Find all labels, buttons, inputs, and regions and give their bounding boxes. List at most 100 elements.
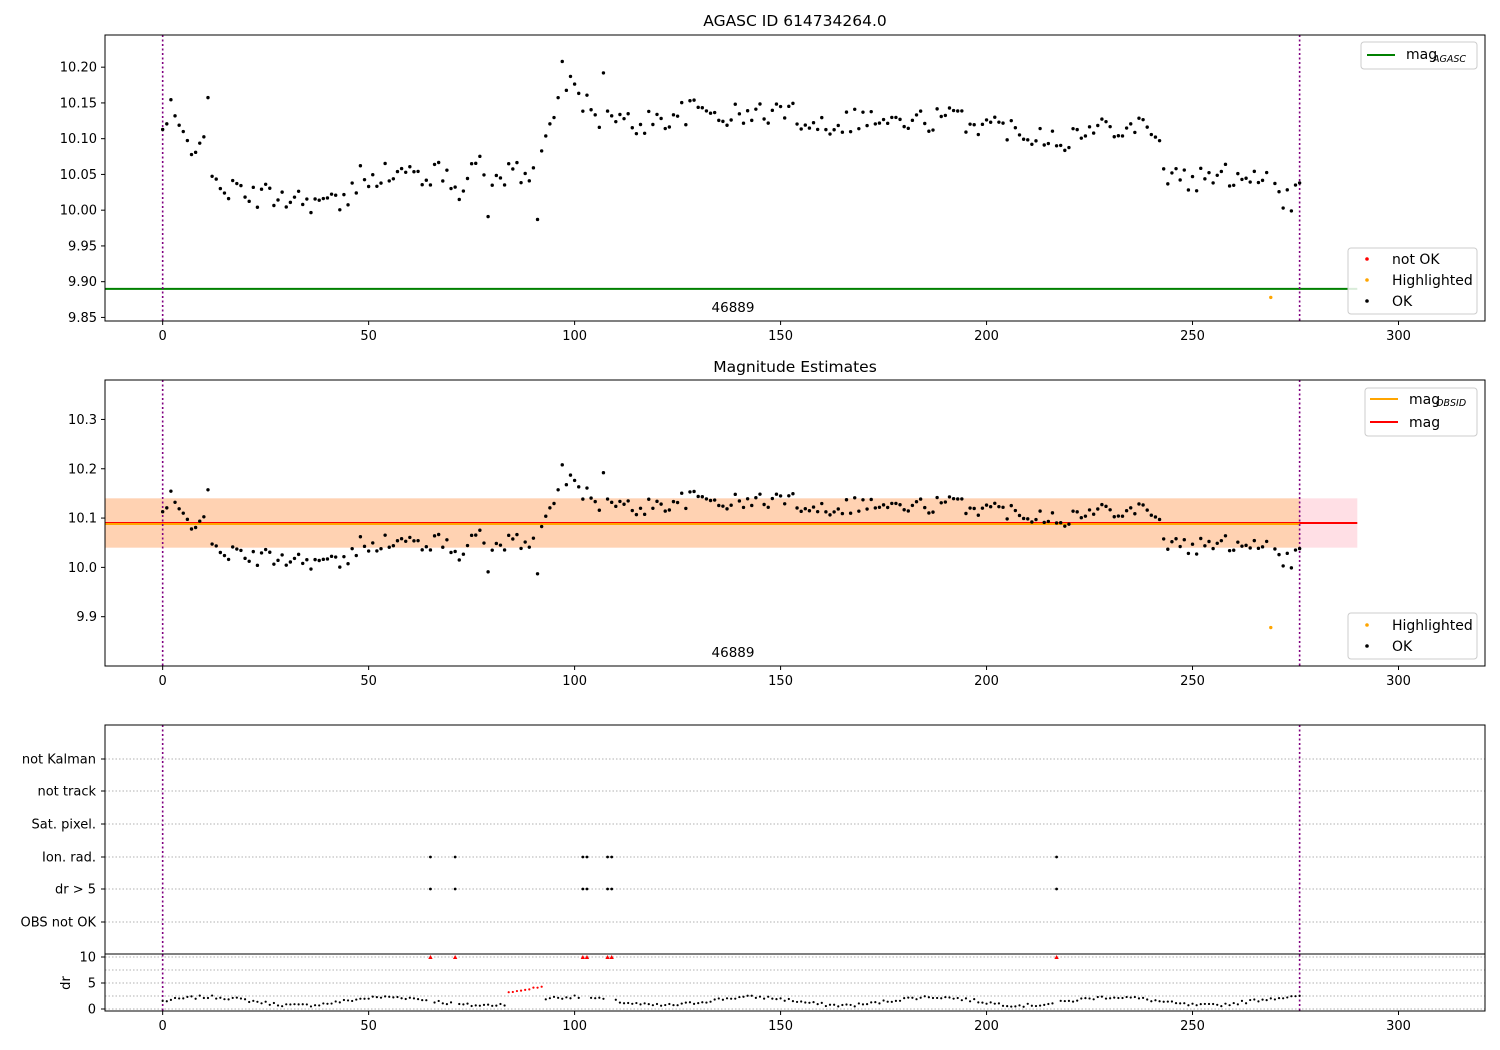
ok-point bbox=[1182, 168, 1186, 172]
ok-point bbox=[416, 538, 420, 543]
dr-point bbox=[359, 997, 362, 1000]
ok-point bbox=[1059, 521, 1063, 525]
dr-point bbox=[281, 1005, 284, 1008]
ok-point bbox=[371, 541, 375, 545]
ok-point bbox=[684, 506, 688, 511]
ok-point bbox=[927, 511, 931, 515]
ok-point bbox=[1067, 522, 1071, 526]
dr-point bbox=[997, 1002, 1001, 1005]
ok-point bbox=[210, 174, 214, 179]
dr-point bbox=[1187, 1004, 1190, 1007]
y-tick-label: 9.90 bbox=[68, 275, 97, 290]
dr-point bbox=[1034, 1004, 1038, 1008]
ok-point bbox=[486, 570, 490, 574]
ok-point bbox=[745, 109, 750, 113]
dr-point bbox=[927, 996, 930, 999]
ok-point bbox=[634, 512, 639, 517]
ok-point bbox=[544, 514, 548, 518]
dr-point bbox=[964, 997, 968, 1000]
ok-point bbox=[984, 503, 989, 507]
dr-point bbox=[190, 995, 193, 998]
dr-point bbox=[1282, 997, 1285, 1000]
dr-point bbox=[1100, 995, 1103, 998]
ok-point bbox=[478, 528, 482, 532]
ok-point bbox=[284, 205, 288, 209]
legend-marker-ok bbox=[1365, 299, 1369, 303]
ok-point bbox=[902, 508, 906, 512]
x-tick-label: 200 bbox=[974, 1019, 999, 1034]
ok-point bbox=[280, 190, 284, 194]
ok-point bbox=[292, 195, 297, 199]
dr-point bbox=[507, 991, 510, 994]
dr-point bbox=[561, 997, 564, 1000]
ok-point bbox=[828, 132, 832, 136]
ok-point bbox=[395, 539, 400, 543]
ok-point bbox=[1264, 539, 1269, 544]
dr-point bbox=[1249, 998, 1252, 1002]
panel-3-frame bbox=[104, 724, 1486, 1012]
dr-tick-label: 5 bbox=[88, 977, 96, 992]
ok-point bbox=[548, 122, 552, 126]
dr-point bbox=[400, 997, 403, 1000]
ok-point bbox=[247, 559, 251, 563]
dr-point bbox=[968, 1000, 972, 1003]
dr-point bbox=[1067, 999, 1071, 1002]
ok-point bbox=[733, 492, 737, 497]
dr-point bbox=[470, 1004, 473, 1008]
ok-point bbox=[218, 550, 223, 555]
ok-point bbox=[338, 565, 342, 569]
ok-point bbox=[1227, 184, 1232, 188]
dr-point bbox=[795, 1000, 799, 1004]
ok-point bbox=[1236, 540, 1240, 544]
ok-point bbox=[951, 496, 956, 501]
ok-point bbox=[1145, 125, 1149, 129]
ok-point bbox=[783, 116, 787, 120]
flag-point bbox=[585, 887, 589, 891]
ok-point bbox=[857, 509, 861, 513]
highlighted-point bbox=[1269, 625, 1273, 630]
legend-label-ok: OK bbox=[1392, 639, 1413, 655]
legend-marker-highlighted bbox=[1365, 623, 1369, 627]
flag-row-label: Ion. rad. bbox=[42, 851, 96, 866]
ok-point bbox=[680, 100, 684, 105]
ok-point bbox=[721, 504, 725, 508]
dr-point bbox=[870, 1001, 873, 1004]
ok-point bbox=[1042, 520, 1046, 525]
dr-point bbox=[322, 1002, 325, 1005]
dr-point bbox=[309, 1005, 313, 1008]
ok-point bbox=[997, 120, 1001, 124]
dr-point bbox=[1269, 997, 1272, 1000]
dr-point bbox=[178, 997, 181, 1000]
dr-point bbox=[458, 1002, 461, 1006]
ok-point bbox=[519, 180, 523, 185]
dr-point bbox=[1133, 995, 1136, 999]
ok-point bbox=[758, 492, 762, 496]
ok-point bbox=[675, 500, 680, 505]
ok-point bbox=[309, 567, 313, 571]
ok-point bbox=[791, 101, 795, 106]
ok-point bbox=[614, 504, 618, 509]
dr-point bbox=[1277, 997, 1281, 1000]
dr-point bbox=[1092, 998, 1095, 1001]
ok-point bbox=[593, 499, 597, 504]
legend-marker-ok bbox=[1365, 644, 1369, 648]
dr-point bbox=[1039, 1004, 1042, 1007]
ok-point bbox=[692, 98, 696, 102]
dr-point bbox=[627, 1001, 630, 1005]
dr-point bbox=[804, 1001, 807, 1004]
dr-point bbox=[318, 1004, 321, 1007]
ok-point bbox=[614, 119, 618, 124]
panel-1-plot-area bbox=[105, 35, 1358, 321]
y-tick-label: 10.3 bbox=[68, 413, 97, 428]
ok-point bbox=[609, 114, 614, 118]
dr-point bbox=[1006, 1004, 1009, 1008]
ok-point bbox=[1009, 118, 1013, 123]
ok-point bbox=[379, 181, 383, 185]
ok-point bbox=[754, 496, 758, 500]
ok-point bbox=[1219, 169, 1224, 174]
dr-point bbox=[441, 1002, 444, 1005]
dr-point bbox=[536, 986, 539, 989]
dr-point bbox=[894, 999, 898, 1002]
x-tick-label: 200 bbox=[974, 329, 999, 344]
ok-point bbox=[231, 178, 235, 183]
